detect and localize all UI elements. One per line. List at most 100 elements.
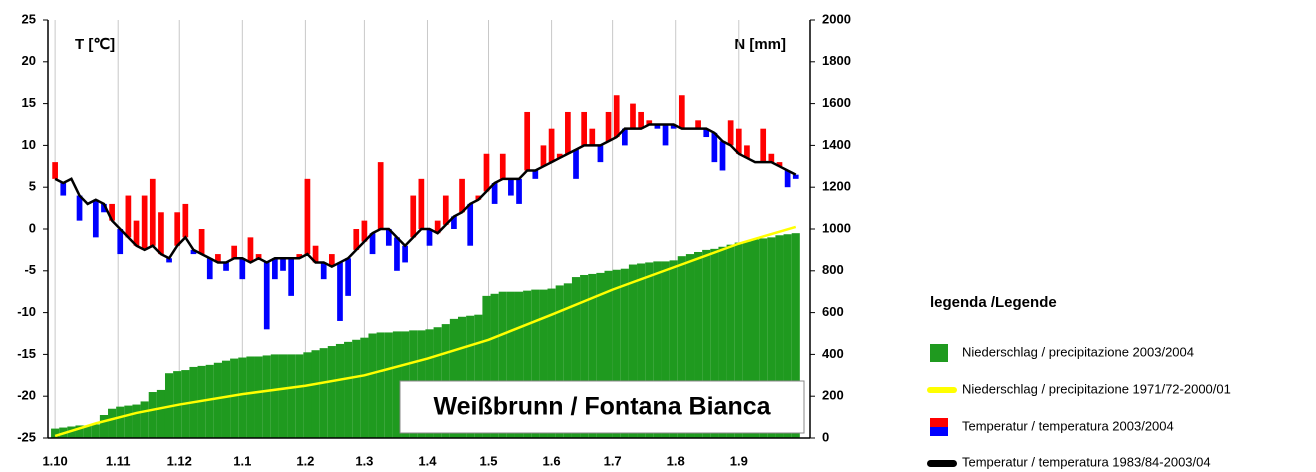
temperature-bar <box>613 95 620 138</box>
temperature-bar <box>52 162 58 179</box>
precipitation-bar <box>669 260 678 438</box>
temperature-bar <box>174 212 181 246</box>
temperature-bar <box>377 162 384 229</box>
temperature-bar <box>272 258 278 280</box>
legend-swatch <box>930 344 948 362</box>
precipitation-bar <box>205 364 214 438</box>
precipitation-bar <box>99 415 109 438</box>
precipitation-bar <box>51 428 60 438</box>
temperature-bar <box>565 111 571 154</box>
precipitation-bar <box>498 291 507 438</box>
precipitation-bar <box>156 389 165 438</box>
precipitation-bar <box>620 268 629 438</box>
temperature-bar <box>508 178 514 196</box>
precipitation-bar <box>783 234 792 438</box>
precipitation-bar <box>734 242 743 438</box>
precipitation-bar <box>588 273 597 438</box>
temperature-bar <box>695 120 701 129</box>
precipitation-bar <box>360 337 369 438</box>
temperature-bar <box>516 178 522 204</box>
x-tick-label: 1.6 <box>543 453 561 468</box>
precipitation-bar <box>311 350 320 438</box>
precipitation-bar <box>449 318 458 438</box>
precipitation-bar <box>319 348 328 438</box>
y2-tick-label: 0 <box>822 429 829 444</box>
station-name: Weißbrunn / Fontana Bianca <box>433 393 771 421</box>
temperature-bar <box>345 258 351 296</box>
temperature-bar <box>589 128 596 146</box>
annotation-box <box>399 380 805 434</box>
legend-label: Niederschlag / precipitazione 2003/2004 <box>962 344 1194 359</box>
temperature-bar <box>76 195 83 221</box>
temperature-bar <box>353 229 360 250</box>
temperature-bar <box>231 245 238 259</box>
precipitation-bar <box>246 356 255 438</box>
precipitation-bar <box>344 341 353 438</box>
temperature-bar <box>442 195 449 225</box>
temperature-bar <box>654 124 661 129</box>
temperature-bar <box>328 254 335 267</box>
precipitation-bar <box>75 425 84 438</box>
x-tick-label: 1.10 <box>42 453 67 468</box>
legend-swatch <box>927 387 957 393</box>
precipitation-bar <box>376 332 385 438</box>
temperature-bar <box>206 258 213 280</box>
precipitation-bar <box>270 354 279 438</box>
precipitation-bar <box>457 316 467 438</box>
temperature-bar <box>418 178 425 229</box>
precipitation-bar <box>750 239 760 438</box>
precipitation-bar <box>490 293 499 438</box>
temperature-bar <box>402 245 408 263</box>
x-tick-label: 1.7 <box>604 453 622 468</box>
precipitation-bar <box>352 339 361 438</box>
precipitation-bar <box>482 295 491 438</box>
y2-tick-label: 400 <box>822 346 844 361</box>
temperature-bar <box>540 145 547 167</box>
x-tick-label: 1.8 <box>667 453 685 468</box>
precipitation-bar <box>637 263 646 438</box>
temperature-bar <box>158 212 164 255</box>
temperature-bar <box>573 149 579 179</box>
temperature-bar <box>467 203 474 246</box>
precipitation-bar <box>303 352 312 438</box>
temperature-bar <box>166 258 172 263</box>
temperature-bar <box>524 111 531 171</box>
y2-tick-label: 1400 <box>822 137 851 152</box>
precipitation-bar <box>327 346 336 438</box>
temperature-bar <box>190 249 197 255</box>
temperature-bar <box>385 229 392 246</box>
temperature-bar <box>735 128 742 154</box>
temperature-bar <box>532 170 539 179</box>
legend-title: legenda /Legende <box>930 294 1057 311</box>
x-tick-label: 1.2 <box>296 453 314 468</box>
temperature-bar <box>239 258 246 280</box>
temperature-bar <box>711 132 718 163</box>
x-tick-label: 1.3 <box>355 453 373 468</box>
temperature-bar <box>60 183 67 196</box>
precipitation-bar <box>628 264 638 438</box>
temperature-bar <box>719 141 726 171</box>
temperature-bar <box>548 128 555 163</box>
temperature-bar <box>744 145 750 158</box>
legend-label: Temperatur / temperatura 1983/84-2003/04 <box>962 454 1211 469</box>
temperature-bar <box>280 258 286 271</box>
y-tick-label: -20 <box>17 388 36 403</box>
precipitation-bar <box>742 241 751 438</box>
temperature-bar <box>296 254 303 259</box>
x-tick-label: 1.4 <box>418 453 437 468</box>
precipitation-bar <box>702 249 711 438</box>
temperature-bar <box>605 111 612 142</box>
y-axis-label: T [℃] <box>75 36 115 53</box>
precipitation-bar <box>661 261 670 438</box>
temperature-bar <box>337 262 343 321</box>
precipitation-bar <box>124 405 133 438</box>
temperature-bar <box>646 120 653 125</box>
x-tick-label: 1.1 <box>233 453 251 468</box>
temperature-bar <box>434 220 441 234</box>
y2-axis-label: N [mm] <box>734 36 786 53</box>
temperature-bar <box>109 203 115 221</box>
precipitation-bar <box>148 392 157 438</box>
precipitation-bar <box>140 401 149 438</box>
precipitation-bar <box>653 261 662 438</box>
